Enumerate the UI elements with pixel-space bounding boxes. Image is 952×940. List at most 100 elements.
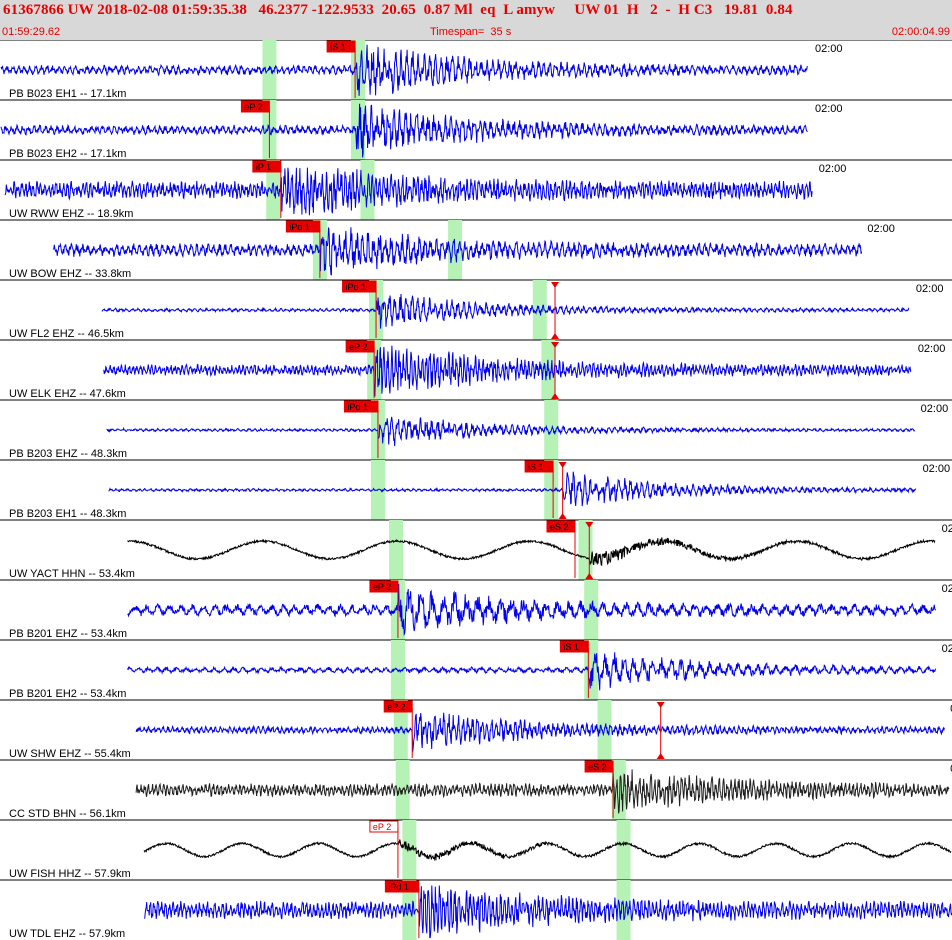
phase-pick-label: iPd 1: [347, 402, 368, 412]
phase-pick-label: eP 2: [244, 102, 262, 112]
event-summary-title: 61367866 UW 2018-02-08 01:59:35.38 46.23…: [3, 2, 793, 18]
phase-pick-label: iPd 1: [289, 222, 310, 232]
pick-window-band: [266, 160, 281, 220]
phase-pick-flag[interactable]: [285, 220, 321, 233]
pick-window-band: [616, 820, 631, 880]
trace-panel[interactable]: iS 1 02:00 PB B201 EH2 -- 53.4km: [0, 639, 952, 700]
station-channel-label: PB B201 EH2 -- 53.4km: [9, 688, 126, 700]
time-marker-label: 02:00: [942, 583, 952, 595]
amplitude-marker-triangle[interactable]: [551, 282, 560, 288]
phase-pick-flag[interactable]: [345, 340, 375, 353]
phase-pick-flag[interactable]: [369, 580, 399, 593]
amplitude-marker-triangle[interactable]: [585, 573, 594, 579]
waveform-trace[interactable]: [0, 44, 808, 96]
time-marker-label: 02:00: [942, 523, 952, 535]
waveform-trace[interactable]: [0, 103, 808, 158]
event-header: 61367866 UW 2018-02-08 01:59:35.38 46.23…: [0, 0, 952, 40]
station-channel-label: PB B203 EHZ -- 48.3km: [9, 448, 127, 460]
waveform-trace[interactable]: [135, 769, 950, 814]
station-channel-label: PB B023 EH1 -- 17.1km: [9, 88, 126, 100]
waveform-trace[interactable]: [101, 293, 910, 329]
station-channel-label: UW TDL EHZ -- 57.9km: [9, 928, 125, 940]
station-channel-label: UW FISH HHZ -- 57.9km: [9, 868, 131, 880]
amplitude-marker-triangle[interactable]: [656, 702, 665, 708]
station-channel-label: UW ELK EHZ -- 47.6km: [9, 388, 126, 400]
time-marker-label: 02:00: [942, 643, 952, 655]
phase-pick-flag[interactable]: [343, 400, 379, 413]
waveform-trace[interactable]: [135, 712, 945, 752]
seismogram-panel-stack[interactable]: iS 1 02:00 PB B023 EH1 -- 17.1km eP 2 02:00 P…: [0, 40, 952, 940]
time-marker-label: 02:00: [815, 43, 843, 55]
phase-pick-flag[interactable]: [326, 40, 356, 53]
trace-panel[interactable]: eS 2 02:00 CC STD BHN -- 56.1km: [0, 759, 952, 820]
timespan-label: Timespan= 35 s: [430, 26, 512, 38]
phase-pick-flag[interactable]: [383, 700, 413, 713]
phase-pick-label: iPd 1: [346, 282, 367, 292]
seismogram-canvas[interactable]: iS 1 02:00 PB B023 EH1 -- 17.1km eP 2 02:00 P…: [0, 40, 952, 940]
amplitude-marker-triangle[interactable]: [551, 342, 560, 348]
trace-panel[interactable]: iPd 1 02:00 PB B203 EHZ -- 48.3km: [0, 399, 952, 460]
pick-window-band: [584, 580, 599, 640]
trace-panel[interactable]: eP 2 02:00 UW SHW EHZ -- 55.4km: [0, 699, 952, 760]
waveform-trace[interactable]: [106, 416, 916, 447]
phase-pick-flag[interactable]: [252, 160, 282, 173]
waveform-trace[interactable]: [143, 839, 952, 862]
amplitude-marker-triangle[interactable]: [551, 333, 560, 339]
amplitude-marker-triangle[interactable]: [558, 462, 567, 468]
waveform-trace[interactable]: [4, 167, 813, 216]
phase-pick-flag[interactable]: [559, 640, 589, 653]
waveform-trace[interactable]: [52, 226, 863, 276]
amplitude-marker-triangle[interactable]: [558, 513, 567, 519]
phase-pick-flag[interactable]: [384, 880, 420, 893]
waveform-trace[interactable]: [144, 885, 952, 939]
pick-window-band: [532, 280, 547, 340]
trace-panel[interactable]: iP 1 02:00 UW RWW EHZ -- 18.9km: [0, 159, 952, 220]
pick-window-band: [389, 520, 404, 580]
waveform-trace[interactable]: [127, 583, 936, 637]
trace-panel[interactable]: iPd 1 02:00 UW BOW EHZ -- 33.8km: [0, 219, 952, 280]
window-end-time: 02:00:04.99: [891, 26, 950, 38]
phase-pick-flag[interactable]: [584, 760, 614, 773]
trace-panel[interactable]: iPd 1 02:00 UW FL2 EHZ -- 46.5km: [0, 279, 952, 340]
amplitude-marker-triangle[interactable]: [551, 393, 560, 399]
time-marker-label: 02:00: [819, 163, 847, 175]
station-channel-label: UW FL2 EHZ -- 46.5km: [9, 328, 124, 340]
phase-pick-flag[interactable]: [342, 280, 377, 293]
phase-pick-label: eP 2: [373, 822, 391, 832]
time-marker-label: 02:00: [921, 403, 949, 415]
phase-pick-label: iS 1: [528, 462, 544, 472]
time-marker-label: 02:00: [815, 103, 843, 115]
station-channel-label: PB B201 EHZ -- 53.4km: [9, 628, 127, 640]
phase-pick-label: iPd 1: [388, 882, 409, 892]
station-channel-label: UW RWW EHZ -- 18.9km: [9, 208, 133, 220]
trace-panel[interactable]: eP 2 02:00 PB B023 EH2 -- 17.1km: [0, 99, 952, 160]
phase-pick-flag[interactable]: [524, 460, 554, 473]
station-channel-label: UW BOW EHZ -- 33.8km: [9, 268, 131, 280]
pick-window-band: [393, 700, 408, 760]
phase-pick-flag[interactable]: [546, 520, 576, 533]
amplitude-marker-triangle[interactable]: [656, 753, 665, 759]
trace-panel[interactable]: eP 2 02:00 PB B201 EHZ -- 53.4km: [0, 579, 952, 640]
phase-pick-label: iS 1: [563, 642, 579, 652]
station-channel-label: CC STD BHN -- 56.1km: [9, 808, 126, 820]
trace-panel[interactable]: eS 2 02:00 UW YACT HHN -- 53.4km: [0, 519, 952, 580]
time-marker-label: 02:00: [918, 343, 946, 355]
phase-pick-label: eP 2: [373, 582, 391, 592]
trace-panel[interactable]: eP 2 02:00 UW ELK EHZ -- 47.6km: [0, 339, 952, 400]
phase-pick-flag[interactable]: [369, 820, 399, 833]
station-channel-label: UW YACT HHN -- 53.4km: [9, 568, 135, 580]
phase-pick-label: eP 2: [349, 342, 367, 352]
waveform-trace[interactable]: [108, 471, 917, 507]
waveform-trace[interactable]: [127, 537, 936, 567]
waveform-trace[interactable]: [103, 345, 912, 397]
trace-panel[interactable]: iS 1 02:00 PB B023 EH1 -- 17.1km: [0, 40, 952, 100]
phase-pick-label: eS 2: [550, 522, 569, 532]
pick-window-band: [402, 880, 417, 940]
amplitude-marker-triangle[interactable]: [585, 522, 594, 528]
phase-pick-flag[interactable]: [240, 100, 270, 113]
trace-panel[interactable]: iS 1 02:00 PB B203 EH1 -- 48.3km: [0, 459, 952, 520]
waveform-trace[interactable]: [127, 652, 937, 691]
